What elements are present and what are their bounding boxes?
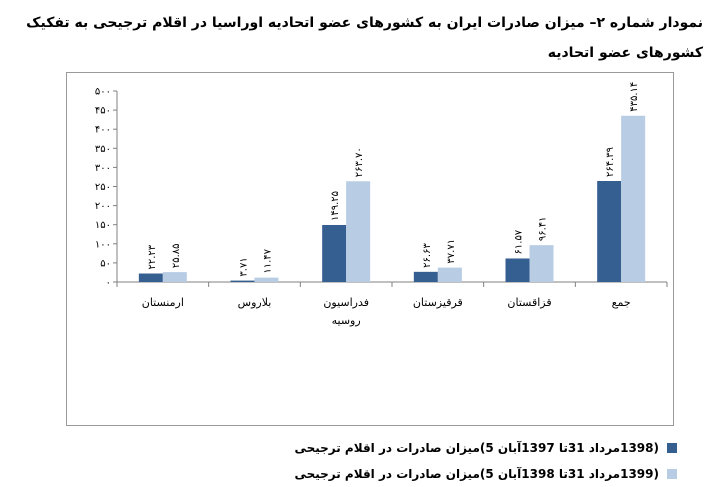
y-tick-label: ۱۰۰ xyxy=(95,239,111,250)
bar xyxy=(346,181,371,282)
y-tick-label: ۵۰ xyxy=(100,258,111,269)
x-tick-label: فدراسیون xyxy=(323,296,369,309)
bar xyxy=(254,277,279,282)
data-label: ۲۶۴.۳۹ xyxy=(605,147,616,177)
x-tick-label: بلاروس xyxy=(238,296,272,309)
bar xyxy=(322,224,347,282)
legend-swatch-series-2 xyxy=(667,469,677,479)
legend-label-series-1: (1398مرداد 31تا 1397آبان 5)میزان صادرات … xyxy=(294,441,659,455)
y-tick-label: ۳۰۰ xyxy=(95,163,111,174)
data-label: ۶۱.۵۷ xyxy=(514,229,525,254)
x-tick-label: ارمنستان xyxy=(142,296,184,309)
data-label: ۴۳۵.۱۴ xyxy=(629,82,640,112)
legend: (1398مرداد 31تا 1397آبان 5)میزان صادرات … xyxy=(227,435,677,487)
y-tick-label: ۵۰۰ xyxy=(95,87,111,98)
legend-label-series-2: (1399مرداد 31تا 1398آبان 5)میزان صادرات … xyxy=(294,467,659,481)
chart-frame: ۰ ۵۰ ۱۰۰ ۱۵۰ ۲۰۰ ۲۵۰ ۳۰۰ ۳۵۰ ۴۰۰ ۴۵۰ ۵۰۰ ارمنستان ۲۲… xyxy=(66,72,677,481)
data-label: ۲۲.۲۳ xyxy=(147,244,158,269)
bar-chart: ۰ ۵۰ ۱۰۰ ۱۵۰ ۲۰۰ ۲۵۰ ۳۰۰ ۳۵۰ ۴۰۰ ۴۵۰ ۵۰۰ ارمنستان ۲۲… xyxy=(95,82,668,327)
data-label: ۱۴۹.۲۵ xyxy=(330,191,341,221)
chart-title: نمودار شماره ۲– میزان صادرات ایران به کش… xyxy=(26,15,703,61)
bar xyxy=(505,258,530,282)
x-tick-label: قزاقستان xyxy=(507,296,551,309)
data-label: ۳۷.۷۱ xyxy=(446,239,457,264)
data-label: ۳.۷۱ xyxy=(239,257,250,276)
data-label: ۹۶.۴۱ xyxy=(538,216,549,241)
bar xyxy=(162,272,187,282)
y-tick-label: ۰ xyxy=(106,278,111,289)
bar xyxy=(413,271,438,282)
data-label: ۲۵.۸۵ xyxy=(171,243,182,268)
bar xyxy=(230,280,255,282)
data-label: ۱۱.۴۷ xyxy=(263,248,274,273)
x-tick-label: قرقیزستان xyxy=(413,296,463,309)
y-tick-label: ۲۰۰ xyxy=(95,201,111,212)
y-tick-label: ۱۵۰ xyxy=(95,220,111,231)
data-label: ۲۶.۶۳ xyxy=(422,243,433,268)
legend-item-series-1: (1398مرداد 31تا 1397آبان 5)میزان صادرات … xyxy=(227,435,677,461)
y-tick-label: ۴۵۰ xyxy=(95,106,111,117)
bar xyxy=(621,115,646,282)
y-tick-label: ۴۰۰ xyxy=(95,125,111,136)
y-tick-label: ۳۵۰ xyxy=(95,144,111,155)
x-tick-label: جمع xyxy=(612,296,631,309)
data-label: ۲۶۳.۷۰ xyxy=(354,147,365,177)
legend-item-series-2: (1399مرداد 31تا 1398آبان 5)میزان صادرات … xyxy=(227,461,677,487)
bar xyxy=(529,245,554,282)
x-tick-label: روسیه xyxy=(332,314,361,327)
bar xyxy=(437,267,462,282)
bar xyxy=(138,273,163,282)
legend-swatch-series-1 xyxy=(667,443,677,453)
bar xyxy=(597,181,622,282)
y-tick-label: ۲۵۰ xyxy=(95,182,111,193)
